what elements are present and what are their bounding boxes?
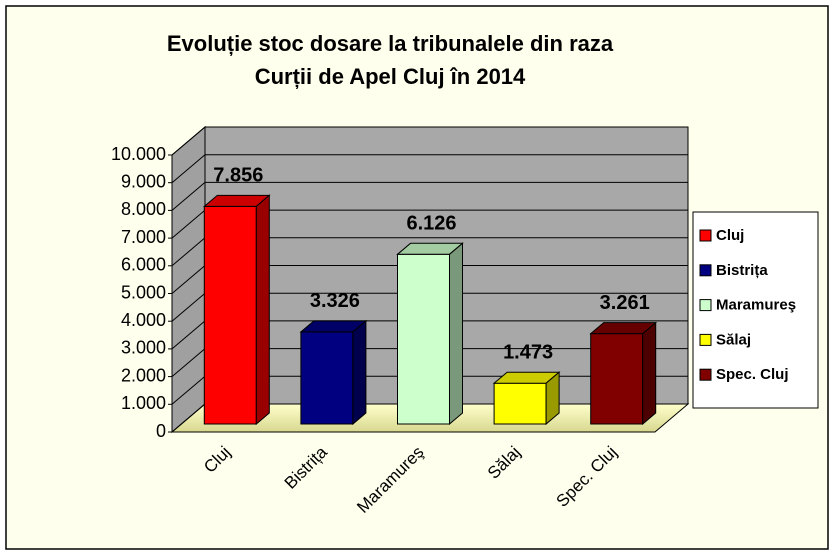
data-label: 7.856 — [213, 165, 263, 187]
y-tick-label: 7.000 — [121, 227, 166, 247]
y-tick-label: 10.000 — [111, 144, 166, 164]
legend-swatch — [699, 299, 712, 312]
bar — [493, 382, 547, 425]
legend-swatch — [699, 333, 712, 346]
legend-label: Cluj — [716, 227, 744, 244]
data-label: 3.326 — [310, 290, 360, 312]
y-tick-label: 5.000 — [121, 282, 166, 302]
data-label: 1.473 — [503, 341, 553, 363]
legend-label: Bistrița — [716, 262, 768, 279]
bar-side — [449, 242, 463, 426]
legend-label: Sălaj — [716, 331, 751, 348]
y-tick-label: 6.000 — [121, 255, 166, 275]
legend-label: Spec. Cluj — [716, 366, 789, 383]
bar — [590, 333, 644, 425]
bar-side — [642, 321, 657, 426]
bar-side — [352, 319, 367, 426]
y-tick-label: 0 — [156, 421, 166, 441]
bar — [397, 253, 450, 425]
y-tick-label: 1.000 — [121, 393, 166, 413]
data-label: 6.126 — [406, 213, 456, 235]
legend-swatch — [699, 368, 712, 381]
y-tick-label: 9.000 — [121, 171, 166, 191]
bar — [203, 205, 257, 425]
grid-line — [171, 181, 688, 211]
y-tick-label: 4.000 — [121, 310, 166, 330]
data-label: 3.261 — [600, 292, 650, 314]
y-tick-label: 8.000 — [121, 199, 166, 219]
bar-side — [255, 194, 270, 426]
y-tick-label: 2.000 — [121, 365, 166, 385]
legend-swatch — [699, 229, 712, 242]
chart-subtitle: Curții de Apel Cluj în 2014 — [255, 64, 526, 89]
grid-line — [171, 154, 688, 184]
chart-title: Evoluție stoc dosare la tribunalele din … — [167, 31, 614, 56]
grid-line — [171, 126, 688, 156]
legend-label: Maramureş — [716, 297, 796, 314]
legend — [692, 211, 819, 409]
bar-side — [545, 371, 560, 426]
legend-swatch — [699, 264, 712, 277]
bar — [300, 331, 354, 425]
y-tick-label: 3.000 — [121, 338, 166, 358]
